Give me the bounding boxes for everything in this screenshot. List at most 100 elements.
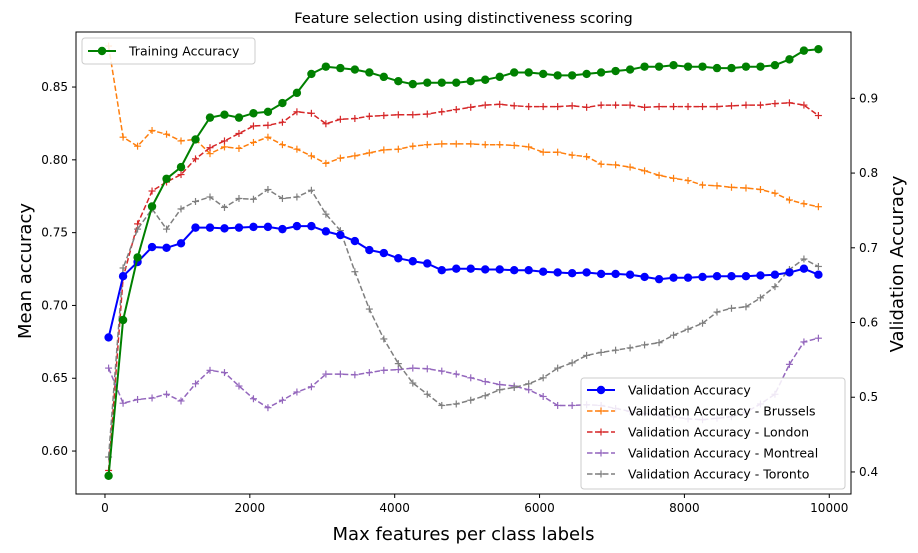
data-point-validation-accuracy-london bbox=[699, 103, 707, 111]
data-point-training-accuracy bbox=[799, 46, 809, 55]
data-point-training-accuracy bbox=[104, 471, 113, 480]
data-point-validation-accuracy-london bbox=[220, 137, 228, 145]
data-point-validation-accuracy-brussels bbox=[148, 126, 156, 134]
data-point-validation-accuracy-london bbox=[307, 109, 315, 117]
legend-marker bbox=[97, 46, 107, 56]
data-point-validation-accuracy-montreal bbox=[148, 394, 156, 402]
y-right-tick-label: 0.8 bbox=[859, 166, 878, 180]
data-point-validation-accuracy-toronto bbox=[278, 194, 286, 202]
data-point-training-accuracy bbox=[698, 62, 707, 71]
data-point-training-accuracy bbox=[814, 44, 823, 54]
data-point-validation-accuracy-montreal bbox=[814, 334, 822, 342]
data-point-training-accuracy bbox=[220, 110, 229, 119]
data-point-validation-accuracy-london bbox=[380, 112, 388, 120]
data-point-training-accuracy bbox=[379, 72, 389, 82]
data-point-training-accuracy bbox=[481, 75, 490, 84]
data-point-training-accuracy bbox=[133, 253, 142, 262]
y-left-tick-label: 0.75 bbox=[41, 226, 68, 240]
data-point-validation-accuracy bbox=[524, 266, 533, 275]
data-point-validation-accuracy bbox=[394, 254, 403, 263]
legend-entry-validation-accuracy: Validation Accuracy bbox=[587, 383, 751, 398]
y-left-tick-label: 0.80 bbox=[41, 153, 68, 167]
data-point-validation-accuracy-toronto bbox=[380, 335, 388, 343]
data-point-validation-accuracy-brussels bbox=[655, 171, 663, 179]
data-point-training-accuracy bbox=[408, 79, 417, 89]
data-point-validation-accuracy-london bbox=[351, 115, 359, 123]
data-point-validation-accuracy-montreal bbox=[322, 370, 330, 378]
data-point-validation-accuracy-brussels bbox=[481, 141, 489, 149]
data-point-training-accuracy bbox=[625, 65, 635, 74]
data-point-training-accuracy bbox=[785, 55, 794, 64]
y-left-tick-label: 0.70 bbox=[41, 298, 68, 312]
data-point-validation-accuracy-montreal bbox=[568, 401, 576, 409]
data-point-validation-accuracy-montreal bbox=[452, 370, 460, 378]
data-point-validation-accuracy-toronto bbox=[365, 305, 373, 313]
data-point-validation-accuracy-london bbox=[597, 101, 605, 109]
data-point-validation-accuracy-toronto bbox=[192, 197, 200, 205]
data-point-validation-accuracy-montreal bbox=[525, 386, 533, 394]
data-point-validation-accuracy-brussels bbox=[177, 137, 185, 145]
chart-title: Feature selection using distinctiveness … bbox=[294, 11, 632, 27]
data-point-validation-accuracy-montreal bbox=[307, 383, 315, 391]
data-point-training-accuracy bbox=[423, 78, 432, 87]
data-point-validation-accuracy-toronto bbox=[467, 396, 475, 404]
series-line-validation-accuracy-london bbox=[107, 102, 819, 471]
series-validation-accuracy-toronto bbox=[105, 186, 822, 461]
data-point-validation-accuracy-london bbox=[177, 171, 185, 179]
data-point-validation-accuracy-toronto bbox=[206, 193, 214, 201]
data-point-validation-accuracy-toronto bbox=[727, 304, 735, 312]
y-left-tick-label: 0.65 bbox=[41, 371, 68, 385]
data-point-validation-accuracy-montreal bbox=[163, 390, 171, 398]
data-point-validation-accuracy bbox=[481, 265, 490, 274]
data-point-validation-accuracy-london bbox=[336, 115, 344, 123]
data-point-validation-accuracy-london bbox=[249, 122, 257, 130]
data-point-validation-accuracy-london bbox=[670, 103, 678, 111]
data-point-validation-accuracy-brussels bbox=[525, 143, 533, 151]
data-point-validation-accuracy-brussels bbox=[293, 145, 301, 153]
data-point-validation-accuracy-toronto bbox=[496, 386, 504, 394]
data-point-training-accuracy bbox=[669, 60, 678, 70]
data-point-validation-accuracy bbox=[814, 270, 823, 279]
data-point-validation-accuracy bbox=[336, 230, 345, 240]
data-point-validation-accuracy-toronto bbox=[438, 401, 446, 409]
data-point-validation-accuracy bbox=[799, 264, 809, 273]
data-point-validation-accuracy bbox=[365, 245, 374, 255]
data-point-training-accuracy bbox=[234, 113, 244, 122]
x-tick-label: 0 bbox=[101, 501, 109, 515]
data-point-validation-accuracy bbox=[741, 271, 751, 281]
data-point-validation-accuracy-london bbox=[409, 111, 417, 119]
data-point-validation-accuracy bbox=[437, 266, 446, 275]
data-point-validation-accuracy-brussels bbox=[206, 150, 214, 158]
data-point-validation-accuracy bbox=[553, 268, 562, 277]
data-point-validation-accuracy-toronto bbox=[814, 262, 822, 270]
data-point-validation-accuracy-toronto bbox=[293, 193, 301, 201]
data-point-training-accuracy bbox=[611, 66, 620, 76]
data-point-training-accuracy bbox=[249, 109, 258, 118]
data-point-validation-accuracy-london bbox=[510, 102, 518, 110]
data-point-validation-accuracy-london bbox=[684, 103, 692, 111]
data-point-validation-accuracy-montreal bbox=[351, 371, 359, 379]
data-point-validation-accuracy-montreal bbox=[365, 369, 373, 377]
data-point-training-accuracy bbox=[336, 63, 345, 73]
data-point-validation-accuracy bbox=[611, 269, 620, 279]
data-point-validation-accuracy bbox=[582, 268, 591, 277]
data-point-validation-accuracy bbox=[191, 223, 200, 232]
data-point-validation-accuracy bbox=[495, 265, 504, 274]
data-point-validation-accuracy-montreal bbox=[293, 388, 301, 396]
data-point-validation-accuracy bbox=[785, 268, 794, 277]
data-point-training-accuracy bbox=[394, 77, 403, 86]
data-point-validation-accuracy-brussels bbox=[220, 143, 228, 151]
data-point-validation-accuracy-london bbox=[322, 120, 330, 128]
data-point-validation-accuracy-toronto bbox=[568, 359, 576, 367]
data-point-validation-accuracy-montreal bbox=[438, 367, 446, 375]
data-point-validation-accuracy-montreal bbox=[177, 397, 185, 405]
data-point-validation-accuracy-brussels bbox=[134, 142, 142, 150]
y-right-tick-label: 0.9 bbox=[859, 91, 878, 105]
y-axis-right-title: Validation Accuracy bbox=[887, 175, 908, 352]
data-point-validation-accuracy bbox=[104, 333, 113, 342]
legend-marker bbox=[597, 407, 605, 415]
data-point-training-accuracy bbox=[118, 315, 128, 325]
data-point-validation-accuracy-london bbox=[192, 155, 200, 163]
data-point-validation-accuracy bbox=[263, 222, 273, 232]
x-axis-title: Max features per class labels bbox=[333, 524, 595, 545]
